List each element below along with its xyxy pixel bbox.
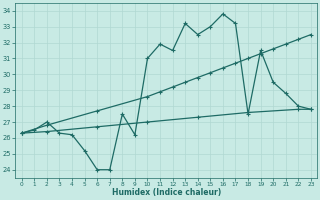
X-axis label: Humidex (Indice chaleur): Humidex (Indice chaleur) — [112, 188, 221, 197]
